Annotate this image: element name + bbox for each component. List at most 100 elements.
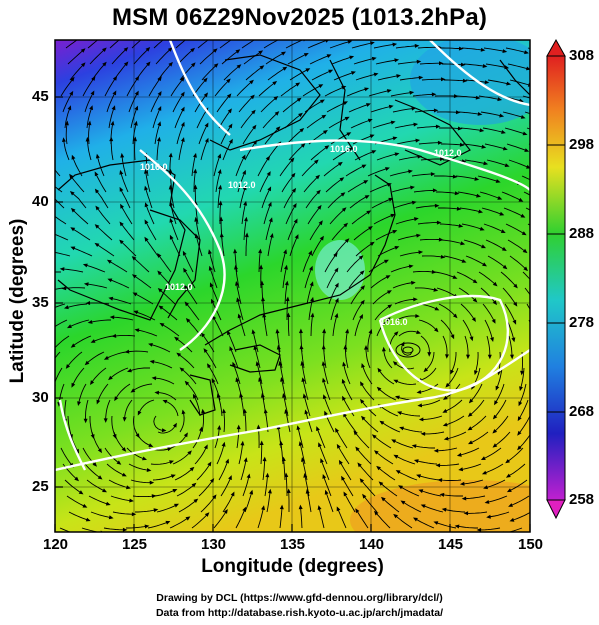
streamline-arrowhead (520, 370, 524, 376)
streamline (245, 66, 263, 81)
streamline-arrowhead (183, 432, 188, 438)
streamline-arrowhead (95, 153, 100, 159)
x-tick-label: 120 (43, 536, 69, 553)
streamline-arrowhead (482, 262, 487, 267)
streamline (337, 508, 347, 529)
streamline-arrowhead (172, 489, 178, 493)
streamline-arrowhead (284, 409, 289, 414)
streamline (227, 332, 237, 353)
streamline-arrowhead (505, 473, 511, 478)
streamline-arrowhead (476, 527, 482, 532)
streamline-arrowhead (379, 420, 385, 425)
streamline (496, 367, 503, 389)
streamline (136, 329, 158, 337)
streamline-arrowhead (208, 249, 212, 255)
streamline-arrowhead (108, 515, 114, 520)
streamline-arrowhead (492, 281, 498, 287)
streamline-arrowhead (355, 446, 360, 452)
streamline (399, 77, 421, 81)
streamline (176, 484, 195, 497)
streamline (152, 475, 174, 481)
streamline (344, 347, 349, 369)
streamline-arrowhead (395, 395, 400, 400)
streamline-arrowhead (260, 280, 264, 286)
streamline (124, 399, 133, 420)
streamline (154, 377, 175, 385)
streamline-arrowhead (102, 61, 107, 67)
streamline (346, 256, 362, 273)
streamline (178, 353, 195, 369)
streamline-arrowhead (116, 460, 122, 465)
streamline-arrowhead (480, 47, 486, 52)
streamline (310, 315, 314, 337)
streamline-arrowhead (392, 230, 398, 234)
streamline (524, 111, 530, 115)
streamline-arrowhead (282, 66, 288, 71)
streamline-arrowhead (105, 501, 111, 506)
streamline-arrowhead (413, 517, 418, 522)
streamline (328, 284, 338, 305)
streamline-arrowhead (169, 460, 174, 465)
streamline-arrowhead (266, 171, 271, 176)
colorbar-tick-label: 268 (569, 403, 595, 420)
streamline (201, 411, 204, 433)
streamline-arrowhead (133, 310, 139, 315)
map-plot-area: 1016.0 1012.0 1012.0 1016.0 1016.0 1012.… (47, 40, 547, 532)
streamline (95, 173, 107, 193)
streamline-arrowhead (295, 82, 301, 87)
streamline-arrowhead (193, 168, 198, 174)
streamline (494, 431, 511, 447)
streamline (63, 287, 86, 289)
streamline-arrowhead (67, 105, 72, 111)
streamline-arrowhead (353, 430, 358, 436)
streamline (109, 279, 130, 289)
streamline (172, 93, 184, 113)
streamline-arrowhead (211, 378, 216, 383)
streamline-arrowhead (144, 185, 148, 191)
streamline-arrowhead (338, 459, 343, 465)
streamline-arrowhead (477, 112, 483, 116)
isobar-contours (55, 40, 530, 472)
streamline (64, 399, 67, 421)
contour-label: 1012.0 (228, 180, 256, 190)
streamline (204, 349, 217, 369)
streamline (260, 97, 277, 113)
streamline-arrowhead (318, 442, 322, 448)
streamline-arrowhead (310, 312, 315, 318)
streamline-arrowhead (318, 84, 324, 89)
streamline-arrowhead (359, 270, 365, 275)
streamline (374, 305, 391, 321)
streamline (262, 459, 266, 481)
streamline (423, 431, 445, 435)
streamline (460, 303, 475, 321)
colorbar (546, 38, 566, 520)
streamline-arrowhead (520, 115, 526, 119)
streamline (213, 317, 224, 337)
streamline (106, 463, 125, 476)
streamline (55, 251, 71, 257)
streamline-arrowhead (47, 328, 52, 332)
streamline (153, 40, 164, 49)
streamline (346, 88, 367, 97)
streamline-arrowhead (320, 458, 324, 463)
streamline (308, 299, 313, 321)
streamline (501, 191, 522, 201)
streamline-arrowhead (74, 476, 79, 482)
streamline (414, 287, 436, 291)
streamline-arrowhead (381, 496, 386, 502)
streamline-arrowhead (322, 474, 327, 479)
streamline-arrowhead (82, 503, 88, 508)
streamline (523, 191, 530, 196)
streamline (217, 187, 221, 209)
streamline (105, 399, 111, 421)
streamline (392, 282, 414, 289)
streamline-arrowhead (417, 403, 423, 408)
streamline (500, 271, 517, 287)
streamline (532, 256, 547, 271)
streamline-arrowhead (361, 415, 366, 421)
streamline-arrowhead (509, 517, 515, 522)
streamline (243, 51, 262, 65)
streamline-arrowhead (441, 77, 446, 82)
streamline (134, 138, 136, 161)
streamline-arrowhead (433, 287, 439, 292)
